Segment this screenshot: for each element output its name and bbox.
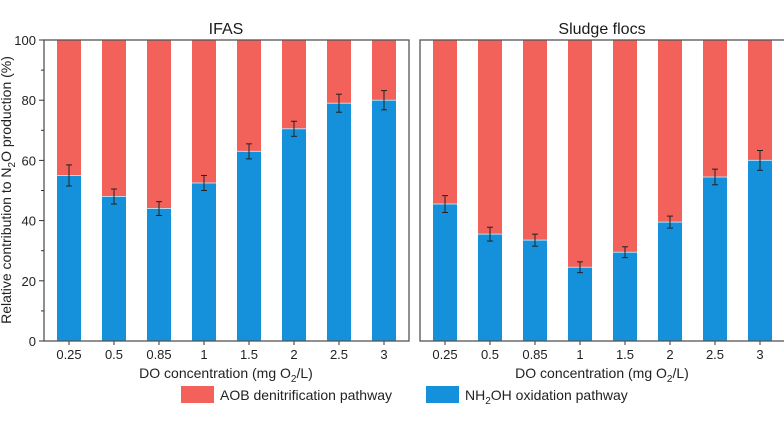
plot-frame [419, 39, 784, 342]
bar-nh2oh-0-25 [433, 204, 457, 341]
legend-label-aob: AOB denitrification pathway [220, 387, 392, 403]
bar-aob-0-5 [478, 40, 502, 235]
bar-aob-2-5 [703, 40, 727, 177]
x-tick-label-1-5: 1.5 [240, 347, 258, 362]
y-tick-label-40: 40 [22, 214, 36, 229]
panel-title: IFAS [209, 21, 244, 38]
x-tick-label-2: 2 [290, 347, 297, 362]
bar-aob-2 [658, 40, 682, 223]
bar-nh2oh-2-5 [327, 103, 351, 342]
bar-aob-0-25 [57, 40, 81, 176]
legend-label-nh2oh-part1: NH [465, 387, 485, 403]
bar-nh2oh-0-5 [478, 234, 502, 341]
y-tick-label-60: 60 [22, 153, 36, 168]
bar-nh2oh-2 [658, 222, 682, 341]
bar-aob-1-5 [613, 40, 637, 253]
x-axis-title-subscript: 2 [667, 374, 673, 385]
x-tick-label-2-5: 2.5 [706, 347, 724, 362]
bar-nh2oh-0-85 [523, 240, 547, 341]
y-tick-label-80: 80 [22, 93, 36, 108]
x-tick-label-0-25: 0.25 [56, 347, 81, 362]
bar-nh2oh-1-5 [613, 252, 637, 341]
x-axis-title-subscript: 2 [291, 374, 297, 385]
legend-label-nh2oh-subscript: 2 [485, 396, 491, 407]
plot-frame [43, 39, 410, 342]
y-axis-title-subscript: 2 [7, 161, 18, 167]
bar-aob-2-5 [327, 40, 351, 104]
bar-nh2oh-0-85 [147, 208, 171, 341]
legend: AOB denitrification pathway NH2OH oxidat… [181, 386, 628, 407]
bar-nh2oh-1 [192, 182, 216, 341]
y-axis-title-part1: Relative contribution to N [0, 167, 14, 323]
x-tick-label-1: 1 [200, 347, 207, 362]
bar-nh2oh-3 [748, 160, 772, 341]
bar-nh2oh-1 [568, 267, 592, 341]
y-tick-label-0: 0 [29, 334, 36, 349]
x-tick-label-2-5: 2.5 [330, 347, 348, 362]
y-axis-title: Relative contribution to N2O production … [0, 56, 18, 324]
bar-aob-0-85 [523, 40, 547, 241]
bar-aob-3 [748, 40, 772, 161]
x-tick-label-0-85: 0.85 [522, 347, 547, 362]
y-tick-label-20: 20 [22, 274, 36, 289]
x-axis-title-part2: /L) [672, 365, 688, 381]
bar-nh2oh-0-25 [57, 175, 81, 341]
bar-nh2oh-2-5 [703, 176, 727, 341]
bar-nh2oh-1-5 [237, 151, 261, 341]
bar-aob-1-5 [237, 40, 261, 152]
x-tick-label-0-5: 0.5 [481, 347, 499, 362]
x-tick-label-0-5: 0.5 [105, 347, 123, 362]
panel-ifas: IFAS 0.25 0.5 0.85 1 1.5 2 2.5 3 DO concentration… [0, 21, 410, 385]
legend-label-nh2oh: NH2OH oxidation pathway [465, 387, 628, 407]
legend-swatch-nh2oh [426, 386, 459, 403]
y-tick-label-100: 100 [14, 33, 36, 48]
legend-label-nh2oh-part2: OH oxidation pathway [491, 387, 628, 403]
y-axis-title-part2: O production (%) [0, 56, 14, 162]
bar-aob-0-5 [102, 40, 126, 197]
bar-aob-2 [282, 40, 306, 129]
x-axis-title: DO concentration (mg O2/L) [515, 365, 689, 385]
x-tick-label-3: 3 [380, 347, 387, 362]
x-tick-label-0-85: 0.85 [146, 347, 171, 362]
x-tick-label-1: 1 [576, 347, 583, 362]
x-axis-title: DO concentration (mg O2/L) [139, 365, 313, 385]
x-tick-label-1-5: 1.5 [616, 347, 634, 362]
bar-nh2oh-3 [372, 100, 396, 341]
bar-aob-1 [192, 40, 216, 183]
x-tick-label-0-25: 0.25 [432, 347, 457, 362]
bar-aob-0-85 [147, 40, 171, 209]
bar-aob-0-25 [433, 40, 457, 205]
bar-aob-1 [568, 40, 592, 268]
x-axis-title-part1: DO concentration (mg O [139, 365, 291, 381]
panel-title: Sludge flocs [558, 21, 645, 38]
bar-nh2oh-2 [282, 128, 306, 341]
x-axis-title-part2: /L) [296, 365, 312, 381]
x-tick-label-2: 2 [666, 347, 673, 362]
x-tick-label-3: 3 [756, 347, 763, 362]
legend-swatch-aob [181, 386, 214, 403]
bar-nh2oh-0-5 [102, 196, 126, 341]
panel-sludge-flocs: Sludge flocs 0.25 0.5 0.85 1 1.5 2 2.5 3 DO conce… [419, 21, 784, 385]
x-axis-title-part1: DO concentration (mg O [515, 365, 667, 381]
